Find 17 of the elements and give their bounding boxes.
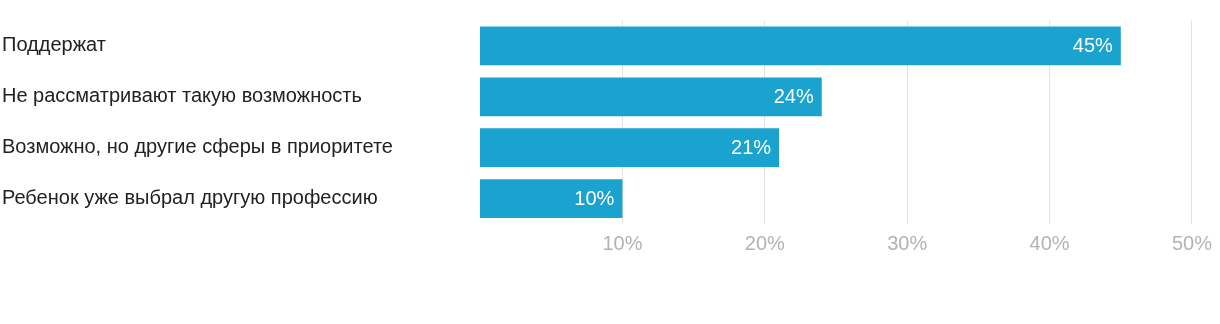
- y-tick-label: Поддержат: [2, 33, 106, 56]
- data-label: 24%: [773, 85, 814, 108]
- x-tick-label: 40%: [1029, 231, 1070, 254]
- bar: [480, 77, 822, 117]
- bar: [480, 128, 780, 168]
- x-tick-label: 30%: [887, 231, 928, 254]
- x-tick-label: 50%: [1171, 231, 1213, 254]
- y-tick-label: Не рассматривают такую возможность: [2, 84, 362, 107]
- data-label: 21%: [731, 136, 772, 159]
- y-tick-label: Возможно, но другие сферы в приоритете: [2, 135, 393, 158]
- bar: [480, 26, 1121, 66]
- y-tick-label: Ребенок уже выбрал другую профессию: [2, 186, 378, 209]
- data-label: 10%: [574, 187, 615, 210]
- bar: [480, 179, 623, 218]
- x-tick-label: 20%: [744, 231, 786, 254]
- data-label: 45%: [1072, 34, 1113, 57]
- x-tick-label: 10%: [602, 231, 643, 254]
